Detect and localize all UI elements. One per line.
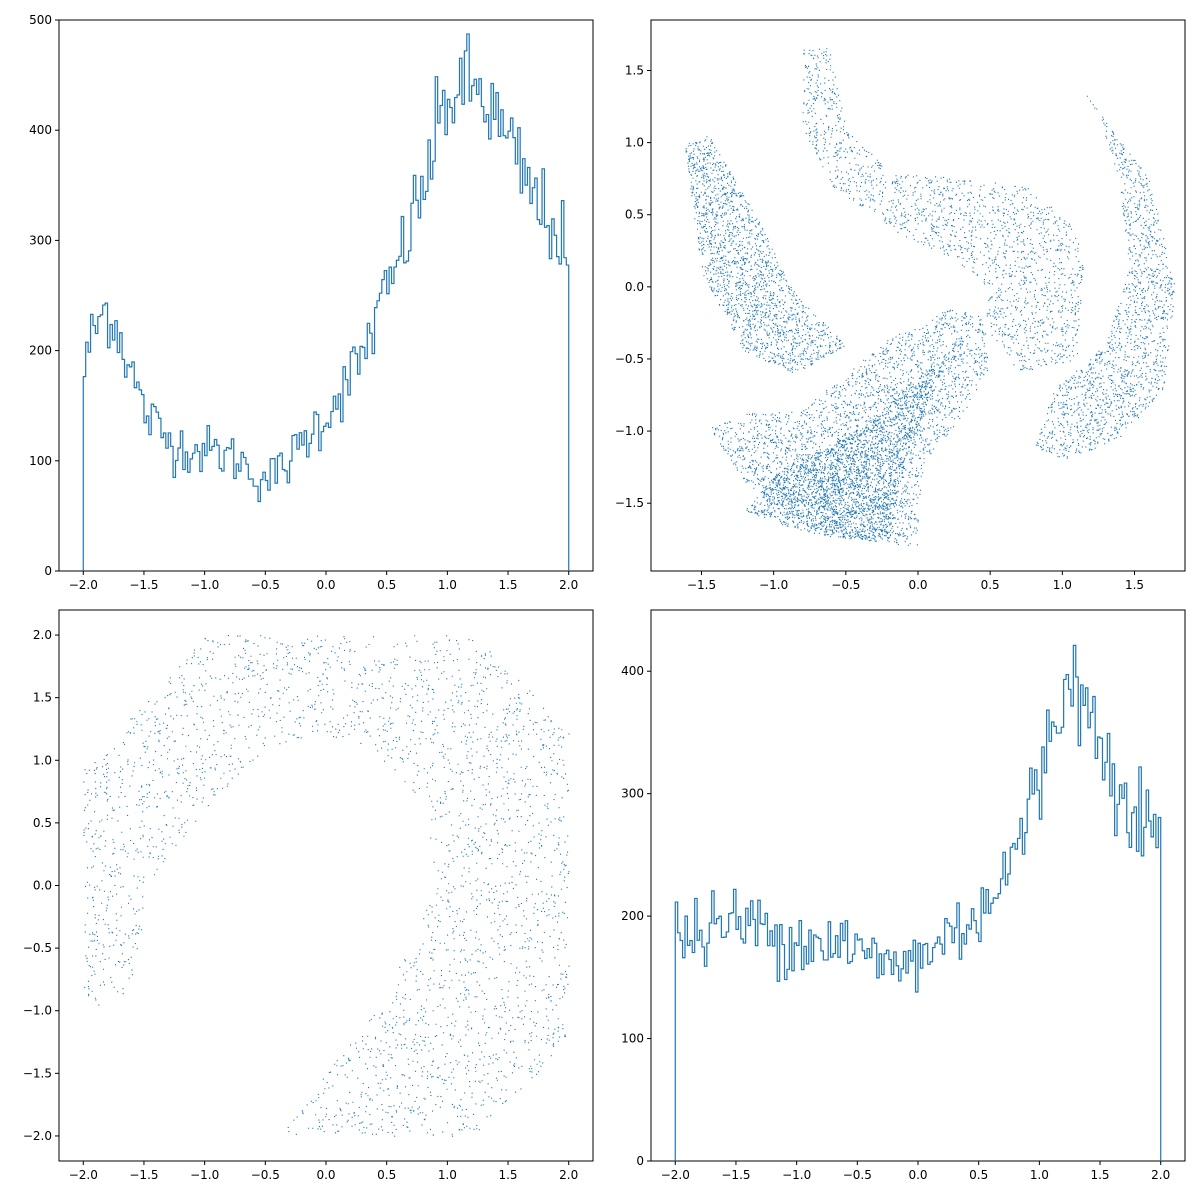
y-tick-label: 300 xyxy=(29,233,52,247)
x-tick-label: −1.0 xyxy=(190,1168,219,1182)
scatter-point-cloud xyxy=(83,635,570,1137)
x-tick-label: 0.5 xyxy=(969,1168,988,1182)
x-tick-label: −0.5 xyxy=(251,578,280,592)
x-tick-label: −0.5 xyxy=(831,578,860,592)
scatter-point-cloud xyxy=(685,48,1175,546)
x-axis-ticks: −2.0 −1.5 −1.0 −0.5 0.0 0.5 1.0 1.5 2.0 xyxy=(69,1161,578,1182)
scatter-points xyxy=(83,635,570,1137)
x-tick-label: −2.0 xyxy=(69,1168,98,1182)
x-tick-label: 1.5 xyxy=(1090,1168,1109,1182)
y-axis-ticks: −2.0 −1.5 −1.0 −0.5 0.0 0.5 1.0 1.5 2.0 xyxy=(23,628,59,1143)
y-axis-ticks: 0 100 200 300 400 xyxy=(621,664,651,1168)
x-tick-label: −1.0 xyxy=(759,578,788,592)
y-tick-label: 1.5 xyxy=(33,691,52,705)
x-tick-label: 0.0 xyxy=(908,1168,927,1182)
y-tick-label: 0.0 xyxy=(625,280,644,294)
x-axis-ticks: −2.0 −1.5 −1.0 −0.5 0.0 0.5 1.0 1.5 2.0 xyxy=(69,571,578,592)
y-tick-label: −0.5 xyxy=(23,941,52,955)
scatter-top-right: −1.5 −1.0 −0.5 0.0 0.5 1.0 1.5 −1.5 −1.0 −0.5 0.0… xyxy=(615,19,1186,592)
y-tick-label: 400 xyxy=(29,123,52,137)
y-tick-label: 300 xyxy=(621,787,644,801)
y-tick-label: −1.0 xyxy=(615,424,644,438)
y-tick-label: 1.0 xyxy=(33,753,52,767)
scatter-region-right-arm xyxy=(1035,95,1175,459)
x-tick-label: −1.0 xyxy=(782,1168,811,1182)
y-tick-label: 0.5 xyxy=(33,816,52,830)
x-tick-label: 0.5 xyxy=(377,578,396,592)
x-tick-label: 0.5 xyxy=(377,1168,396,1182)
x-tick-label: 1.5 xyxy=(498,578,517,592)
y-tick-label: −1.5 xyxy=(615,496,644,510)
y-tick-label: 0.0 xyxy=(33,879,52,893)
x-tick-label: −0.5 xyxy=(843,1168,872,1182)
x-tick-label: 1.0 xyxy=(1030,1168,1049,1182)
y-tick-label: −1.0 xyxy=(23,1004,52,1018)
x-tick-label: −1.5 xyxy=(129,1168,158,1182)
y-tick-label: 100 xyxy=(29,454,52,468)
y-tick-label: 100 xyxy=(621,1032,644,1046)
y-tick-label: 200 xyxy=(29,344,52,358)
y-tick-label: 1.0 xyxy=(625,136,644,150)
histogram-step-line xyxy=(674,644,1162,1161)
x-tick-label: 1.0 xyxy=(438,1168,457,1182)
y-tick-label: 2.0 xyxy=(33,628,52,642)
scatter-region-left-arm xyxy=(685,136,845,373)
x-tick-label: 2.0 xyxy=(559,1168,578,1182)
x-tick-label: −1.0 xyxy=(190,578,219,592)
y-axis-ticks: −1.5 −1.0 −0.5 0.0 0.5 1.0 1.5 xyxy=(615,63,651,510)
x-tick-label: −1.5 xyxy=(687,578,716,592)
x-axis-ticks: −1.5 −1.0 −0.5 0.0 0.5 1.0 1.5 xyxy=(687,571,1144,592)
x-tick-label: 0.0 xyxy=(316,1168,335,1182)
y-tick-label: −2.0 xyxy=(23,1129,52,1143)
scatter-points xyxy=(685,48,1175,546)
y-axis-ticks: 0 100 200 300 400 500 xyxy=(29,13,59,578)
x-tick-label: 1.0 xyxy=(438,578,457,592)
x-tick-label: −2.0 xyxy=(661,1168,690,1182)
x-tick-label: 2.0 xyxy=(559,578,578,592)
y-tick-label: 0.5 xyxy=(625,208,644,222)
x-tick-label: −2.0 xyxy=(69,578,98,592)
scatter-bottom-left: −2.0 −1.5 −1.0 −0.5 0.0 0.5 1.0 1.5 2.0 −2.0 −1.5… xyxy=(23,609,594,1182)
scatter-region-band xyxy=(83,635,570,1137)
x-tick-label: 0.5 xyxy=(981,578,1000,592)
x-tick-label: 1.0 xyxy=(1053,578,1072,592)
x-tick-label: −1.5 xyxy=(721,1168,750,1182)
x-tick-label: 2.0 xyxy=(1151,1168,1170,1182)
y-tick-label: 200 xyxy=(621,909,644,923)
histogram-step-line xyxy=(82,33,570,571)
y-tick-label: −0.5 xyxy=(615,352,644,366)
x-tick-label: 1.5 xyxy=(1125,578,1144,592)
histogram-top-left: −2.0 −1.5 −1.0 −0.5 0.0 0.5 1.0 1.5 2.0 0 100 200 3… xyxy=(29,13,594,592)
y-tick-label: 0 xyxy=(44,564,52,578)
y-tick-label: 1.5 xyxy=(625,63,644,77)
histogram-bottom-right: −2.0 −1.5 −1.0 −0.5 0.0 0.5 1.0 1.5 2.0 0 100 200 3… xyxy=(621,609,1186,1182)
y-tick-label: 0 xyxy=(636,1154,644,1168)
histogram-steps xyxy=(82,33,570,571)
x-tick-label: −1.5 xyxy=(129,578,158,592)
histogram-steps xyxy=(674,644,1162,1161)
y-tick-label: 400 xyxy=(621,664,644,678)
x-tick-label: 0.0 xyxy=(908,578,927,592)
y-tick-label: 500 xyxy=(29,13,52,27)
scatter-region-bottom-lobe xyxy=(712,309,989,546)
x-tick-label: 0.0 xyxy=(316,578,335,592)
x-axis-ticks: −2.0 −1.5 −1.0 −0.5 0.0 0.5 1.0 1.5 2.0 xyxy=(661,1161,1170,1182)
x-tick-label: 1.5 xyxy=(498,1168,517,1182)
y-tick-label: −1.5 xyxy=(23,1066,52,1080)
x-tick-label: −0.5 xyxy=(251,1168,280,1182)
